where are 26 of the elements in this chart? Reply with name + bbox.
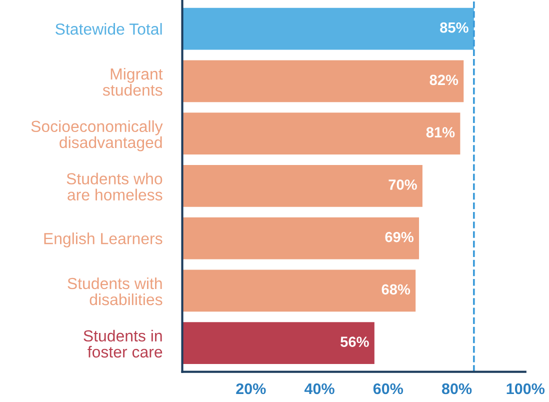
data-label: 56%	[340, 336, 369, 347]
bar	[182, 8, 474, 50]
data-label: 68%	[382, 284, 410, 295]
data-label: 69%	[385, 232, 414, 242]
x-tick-label: 20%	[236, 383, 266, 394]
y-tick-label: Socioeconomically disadvantaged	[31, 120, 163, 152]
bar	[182, 164, 422, 207]
bar	[182, 112, 460, 154]
y-tick-label: Students with disabilities	[68, 277, 162, 306]
y-tick-label: Statewide Total	[56, 23, 162, 35]
bar	[182, 217, 420, 260]
x-tick-label: 60%	[373, 383, 404, 394]
y-tick-label: Students who are homeless	[66, 172, 162, 200]
data-label: 70%	[388, 180, 417, 190]
bar	[182, 322, 374, 364]
data-label: 82%	[430, 74, 458, 86]
x-tick-label: 40%	[304, 383, 334, 394]
data-label: 81%	[426, 127, 455, 138]
bar	[182, 60, 464, 102]
x-tick-label: 100%	[506, 383, 545, 394]
data-label: 85%	[440, 22, 468, 33]
x-tick-label: 80%	[442, 383, 472, 394]
y-tick-label: Students in foster care	[84, 330, 162, 358]
bar	[182, 270, 416, 312]
y-tick-label: English Learners	[44, 232, 162, 248]
y-tick-label: Migrant students	[102, 68, 163, 96]
